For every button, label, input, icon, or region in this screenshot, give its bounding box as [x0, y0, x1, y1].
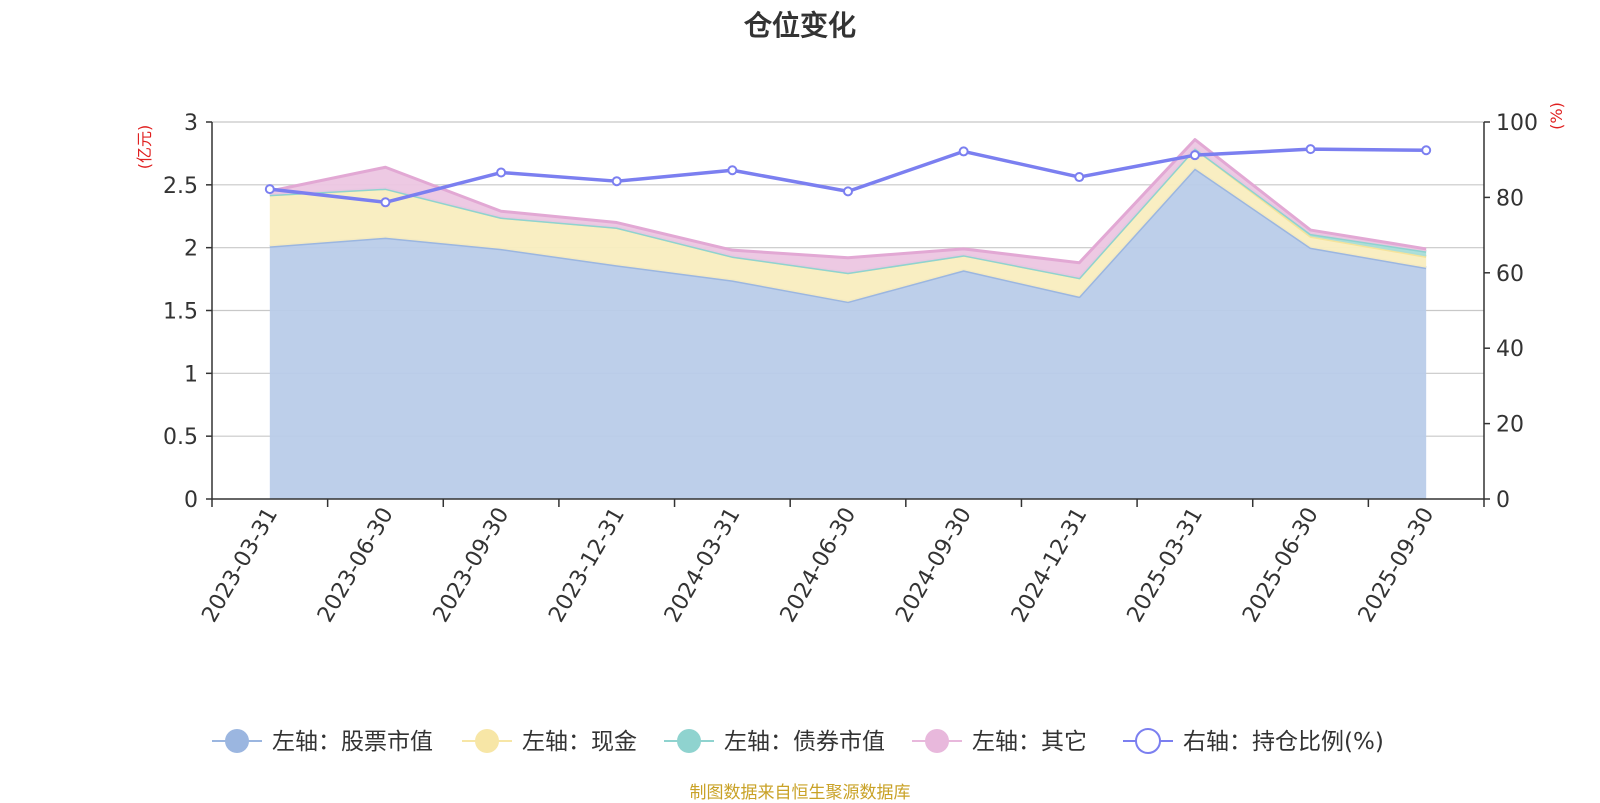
left-axis-unit: (亿元) — [135, 125, 154, 170]
right-axis-tick-label: 60 — [1496, 262, 1524, 287]
legend-label: 左轴：股票市值 — [272, 729, 433, 755]
x-axis-tick-label: 2024-09-30 — [891, 504, 977, 627]
legend-item: 右轴：持仓比例(%) — [1123, 728, 1384, 755]
left-axis-tick-label: 2.5 — [163, 174, 198, 199]
left-axis-tick-label: 0.5 — [163, 425, 198, 450]
left-axis-tick-label: 1.5 — [163, 300, 198, 325]
legend-item: 左轴：现金 — [462, 729, 637, 755]
right-axis-tick-label: 80 — [1496, 186, 1524, 211]
left-axis-tick-label: 1 — [184, 362, 198, 387]
x-axis-tick-label: 2025-09-30 — [1354, 504, 1440, 627]
line-point — [727, 165, 738, 176]
x-axis-tick-label: 2025-03-31 — [1123, 504, 1209, 627]
x-axis-tick-label: 2023-09-30 — [429, 504, 515, 627]
right-axis-tick-label: 20 — [1496, 413, 1524, 438]
chart-title: 仓位变化 — [743, 9, 856, 42]
x-axis-tick-label: 2024-12-31 — [1007, 504, 1093, 627]
legend-item: 左轴：债券市值 — [664, 729, 885, 755]
x-axis-tick-label: 2025-06-30 — [1238, 504, 1324, 627]
right-axis-tick-label: 0 — [1496, 488, 1510, 513]
legend-hollow-circle-icon — [1135, 728, 1161, 754]
x-axis-tick-label: 2024-06-30 — [776, 504, 862, 627]
area-series-0 — [269, 168, 1427, 499]
area-series-1 — [269, 148, 1427, 302]
legend-circle-icon — [225, 729, 249, 753]
line-point — [380, 197, 391, 208]
right-axis-tick-label: 40 — [1496, 337, 1524, 362]
legend-circle-icon — [677, 729, 701, 753]
line-point — [496, 167, 507, 178]
left-axis-tick-label: 3 — [184, 111, 198, 136]
line-point — [264, 184, 275, 195]
x-axis-tick-label: 2024-03-31 — [660, 504, 746, 627]
line-point — [1305, 144, 1316, 155]
legend-item: 左轴：股票市值 — [212, 729, 433, 755]
line-point — [611, 176, 622, 187]
right-axis-tick-label: 100 — [1496, 111, 1538, 136]
legend-item: 左轴：其它 — [912, 729, 1087, 755]
line-point — [1421, 145, 1432, 156]
left-axis-tick-label: 2 — [184, 237, 198, 262]
line-point — [1074, 172, 1085, 183]
legend-label: 左轴：其它 — [972, 729, 1087, 755]
legend-circle-icon — [925, 729, 949, 753]
legend-label: 右轴：持仓比例(%) — [1183, 729, 1384, 755]
line-point — [843, 186, 853, 197]
x-axis-tick-label: 2023-06-30 — [313, 504, 399, 627]
left-axis-tick-label: 0 — [184, 488, 198, 513]
legend-circle-icon — [475, 729, 499, 753]
line-point — [1189, 150, 1200, 161]
legend-label: 左轴：现金 — [522, 729, 637, 755]
legend-label: 左轴：债券市值 — [724, 729, 885, 755]
source-note: 制图数据来自恒生聚源数据库 — [689, 783, 911, 803]
x-axis-tick-label: 2023-12-31 — [544, 504, 630, 627]
area-series-3-top-line — [269, 138, 1427, 265]
x-axis-tick-label: 2023-03-31 — [197, 504, 283, 627]
right-axis-unit: (%) — [1547, 102, 1566, 130]
line-point — [958, 146, 969, 157]
